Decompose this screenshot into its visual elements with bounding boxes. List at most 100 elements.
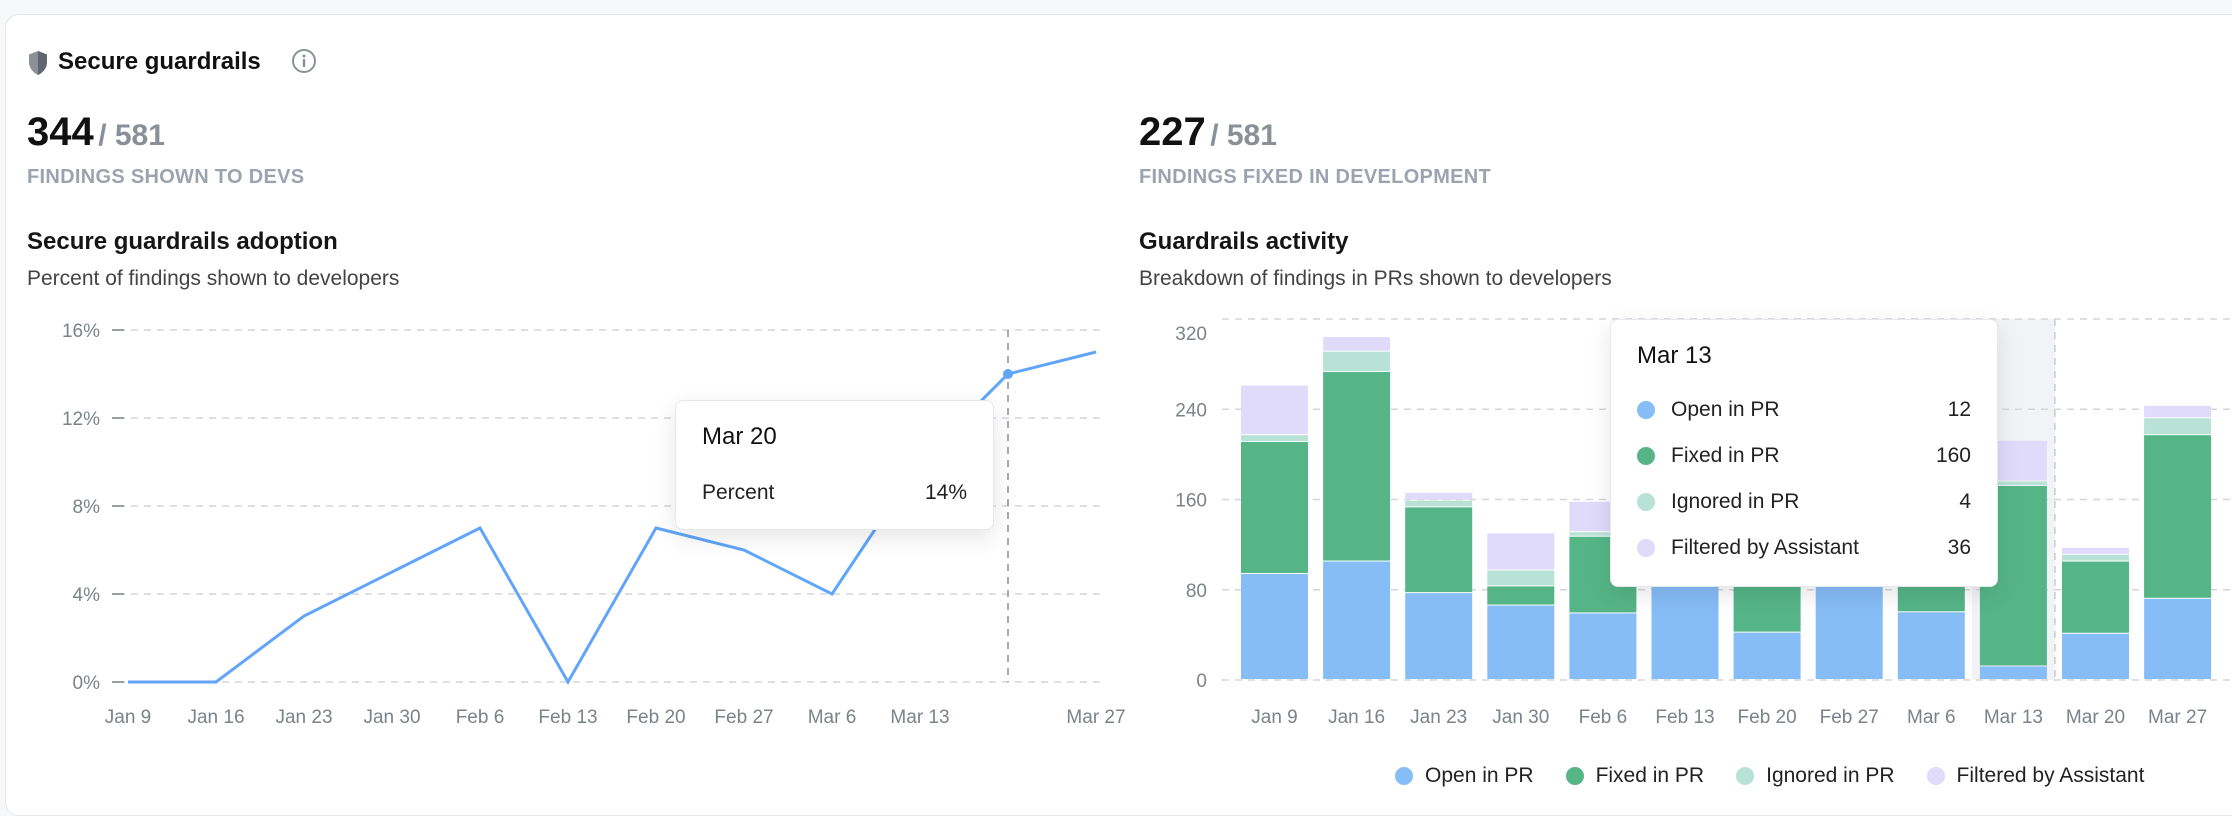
y-tick-label: 240 <box>1175 400 1207 421</box>
tooltip-row: Percent 14% <box>702 481 967 505</box>
bar-segment-fixed-in-pr <box>1405 507 1473 593</box>
tooltip-label: Ignored in PR <box>1671 490 1800 513</box>
y-tick-label: 12% <box>62 409 100 430</box>
adoption-tooltip: Mar 20 Percent 14% <box>675 400 994 530</box>
fixed-dot-icon <box>1565 767 1584 785</box>
tooltip-row-filtered: Filtered by Assistant 36 <box>1637 536 1971 560</box>
bar-segment-ignored-in-pr <box>2062 554 2129 561</box>
x-tick-label: Mar 6 <box>808 707 857 728</box>
bar-segment-fixed-in-pr <box>1241 441 1308 573</box>
adoption-chart-subtitle: Percent of findings shown to developers <box>27 267 400 290</box>
x-tick-label: Mar 27 <box>1066 707 1125 728</box>
info-icon[interactable] <box>291 48 317 74</box>
findings-fixed-count: 227 <box>1139 110 1206 154</box>
findings-shown-metric: 344 / 581 <box>27 110 165 155</box>
bar-segment-open-in-pr <box>2144 598 2212 679</box>
bar-segment-open-in-pr <box>1979 666 2047 679</box>
x-tick-label: Jan 16 <box>1328 707 1385 728</box>
tooltip-label: Open in PR <box>1671 398 1780 421</box>
tooltip-value: 14% <box>924 481 967 504</box>
bar-segment-open-in-pr <box>1569 613 1637 679</box>
x-tick-label: Jan 30 <box>363 707 420 728</box>
bar-segment-filtered-by-assistant <box>1487 533 1555 570</box>
filtered-dot-icon <box>1926 767 1945 785</box>
y-tick-label: 0 <box>1196 671 1207 692</box>
x-tick-label: Jan 9 <box>105 707 151 728</box>
bar-segment-filtered-by-assistant <box>1405 492 1473 500</box>
legend-item-filtered[interactable]: Filtered by Assistant <box>1926 764 2144 788</box>
findings-fixed-label: FINDINGS FIXED IN DEVELOPMENT <box>1139 166 1492 188</box>
y-tick-label: 80 <box>1186 581 1207 602</box>
bar-segment-filtered-by-assistant <box>1323 337 1391 351</box>
findings-shown-count: 344 <box>27 110 94 154</box>
tooltip-value: 12 <box>1947 398 1971 421</box>
tooltip-date: Mar 20 <box>702 423 777 450</box>
x-tick-label: Jan 30 <box>1492 707 1549 728</box>
y-tick-label: 4% <box>73 585 101 606</box>
data-point <box>1003 369 1013 379</box>
tooltip-label: Fixed in PR <box>1671 444 1780 467</box>
x-tick-label: Mar 13 <box>890 707 949 728</box>
ignored-dot-icon <box>1637 493 1655 511</box>
x-tick-label: Feb 20 <box>626 707 685 728</box>
x-tick-label: Feb 13 <box>538 707 597 728</box>
x-tick-label: Mar 6 <box>1907 707 1956 728</box>
ignored-dot-icon <box>1736 767 1755 785</box>
tooltip-label: Filtered by Assistant <box>1671 536 1859 559</box>
y-tick-label: 8% <box>73 497 101 518</box>
bar-segment-fixed-in-pr <box>2144 435 2212 598</box>
findings-shown-label: FINDINGS SHOWN TO DEVS <box>27 166 305 188</box>
activity-chart-title: Guardrails activity <box>1139 228 1349 255</box>
bar-segment-ignored-in-pr <box>1323 351 1391 372</box>
x-tick-label: Mar 27 <box>2148 707 2207 728</box>
activity-tooltip: Mar 13 Open in PR 12 Fixed in PR 160 Ignor… <box>1610 319 1998 587</box>
bar-segment-ignored-in-pr <box>1487 570 1555 586</box>
bar-segment-fixed-in-pr <box>2062 561 2129 633</box>
x-tick-label: Feb 6 <box>456 707 505 728</box>
section-title: Secure guardrails <box>58 48 261 75</box>
y-tick-label: 160 <box>1175 491 1207 512</box>
activity-legend: Open in PR Fixed in PR Ignored in PR Fil… <box>1395 764 2144 788</box>
x-tick-label: Feb 13 <box>1655 707 1714 728</box>
legend-label: Fixed in PR <box>1595 764 1705 787</box>
bar-segment-open-in-pr <box>1733 632 1801 679</box>
legend-item-fixed[interactable]: Fixed in PR <box>1565 764 1705 788</box>
y-tick-label: 16% <box>62 321 100 342</box>
bar-segment-ignored-in-pr <box>1979 481 2047 485</box>
legend-item-open[interactable]: Open in PR <box>1395 764 1534 788</box>
filtered-dot-icon <box>1637 539 1655 557</box>
bar-segment-ignored-in-pr <box>2144 418 2212 435</box>
tooltip-label: Percent <box>702 481 775 504</box>
tooltip-date: Mar 13 <box>1637 342 1712 369</box>
x-tick-label: Jan 9 <box>1251 707 1297 728</box>
bar-segment-open-in-pr <box>1323 561 1391 679</box>
tooltip-value: 4 <box>1959 490 1971 513</box>
bar-segment-open-in-pr <box>1241 573 1308 679</box>
x-tick-label: Mar 13 <box>1984 707 2043 728</box>
y-tick-label: 320 <box>1175 324 1207 345</box>
tooltip-row-ignored: Ignored in PR 4 <box>1637 490 1971 514</box>
x-tick-label: Feb 27 <box>1820 707 1879 728</box>
tooltip-value: 36 <box>1947 536 1971 559</box>
x-tick-label: Feb 27 <box>714 707 773 728</box>
bar-segment-filtered-by-assistant <box>2144 405 2212 418</box>
bar-segment-fixed-in-pr <box>1487 586 1555 605</box>
open-dot-icon <box>1395 767 1413 785</box>
bar-segment-ignored-in-pr <box>1405 500 1473 507</box>
legend-label: Ignored in PR <box>1766 764 1895 787</box>
findings-fixed-metric: 227 / 581 <box>1139 110 1277 155</box>
bar-segment-ignored-in-pr <box>1569 532 1637 536</box>
adoption-chart-title: Secure guardrails adoption <box>27 228 338 255</box>
tooltip-value: 160 <box>1935 444 1971 467</box>
legend-item-ignored[interactable]: Ignored in PR <box>1736 764 1895 788</box>
bar-segment-fixed-in-pr <box>1323 372 1391 561</box>
fixed-dot-icon <box>1637 447 1655 465</box>
bar-segment-filtered-by-assistant <box>1241 385 1308 435</box>
tooltip-row-fixed: Fixed in PR 160 <box>1637 444 1971 468</box>
bar-segment-open-in-pr <box>2062 633 2129 679</box>
x-tick-label: Feb 6 <box>1579 707 1628 728</box>
legend-label: Open in PR <box>1425 764 1534 787</box>
x-tick-label: Jan 23 <box>275 707 332 728</box>
open-dot-icon <box>1637 401 1655 419</box>
shield-icon <box>29 51 47 75</box>
